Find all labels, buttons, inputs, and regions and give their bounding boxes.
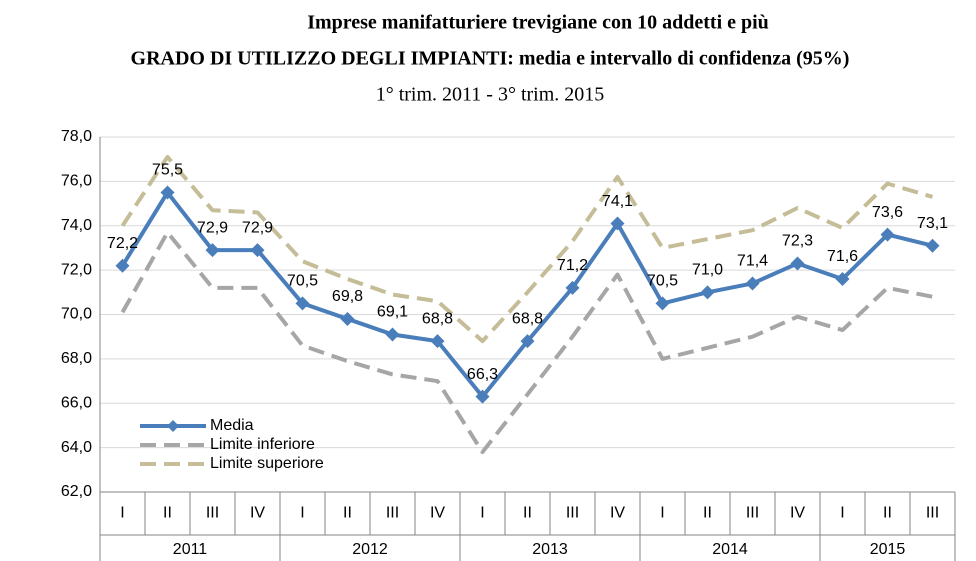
point	[880, 227, 895, 242]
data-label: 72,9	[197, 219, 228, 236]
point	[835, 272, 850, 286]
year-label: 2014	[712, 541, 748, 558]
data-label: 68,8	[512, 310, 543, 327]
data-label: 69,8	[332, 288, 363, 305]
series-line	[120, 230, 933, 455]
x-tick-label: I	[120, 505, 124, 522]
point	[295, 296, 310, 311]
point	[430, 334, 445, 349]
point	[790, 256, 805, 271]
legend-label: Limite inferiore	[210, 436, 315, 453]
x-tick-label: I	[660, 505, 664, 522]
x-tick-label: III	[926, 505, 939, 522]
x-tick-label: II	[343, 505, 352, 522]
year-label: 2012	[352, 541, 388, 558]
point	[565, 280, 580, 295]
data-label: 74,1	[602, 193, 633, 210]
data-label: 73,6	[872, 204, 903, 221]
data-label: 75,5	[152, 162, 183, 179]
x-tick-label: I	[480, 505, 484, 522]
point	[700, 285, 715, 300]
y-tick-label: 78,0	[61, 128, 92, 145]
legend-label: Limite superiore	[210, 455, 324, 472]
point	[475, 389, 490, 404]
y-tick-label: 66,0	[61, 394, 92, 411]
point	[160, 185, 175, 200]
point	[925, 238, 940, 253]
chart-title: Imprese manifatturiere trevigiane con 10…	[307, 12, 769, 34]
x-tick-label: III	[206, 505, 219, 522]
x-tick-label: II	[883, 505, 892, 522]
x-tick-label: IV	[790, 505, 805, 522]
x-tick-label: II	[163, 505, 172, 522]
x-tick-label: III	[386, 505, 399, 522]
y-tick-label: 64,0	[61, 439, 92, 456]
x-tick-label: IV	[430, 505, 445, 522]
y-tick-label: 68,0	[61, 350, 92, 367]
data-label: 71,0	[692, 262, 723, 279]
data-label: 66,3	[467, 366, 498, 383]
chart-period: 1° trim. 2011 - 3° trim. 2015	[376, 84, 605, 106]
data-label: 68,8	[422, 310, 453, 327]
point	[655, 296, 670, 311]
point	[610, 216, 625, 231]
year-label: 2013	[532, 541, 568, 558]
x-tick-label: IV	[250, 505, 265, 522]
y-tick-label: 76,0	[61, 173, 92, 190]
data-label: 69,1	[377, 304, 408, 321]
data-label: 71,4	[737, 253, 768, 270]
y-tick-label: 70,0	[61, 306, 92, 323]
y-tick-label: 74,0	[61, 217, 92, 234]
point	[115, 258, 130, 273]
data-label: 71,2	[557, 257, 588, 274]
x-tick-label: IV	[610, 505, 625, 522]
point	[205, 243, 220, 258]
series-line	[120, 154, 934, 344]
data-label: 70,5	[287, 273, 318, 290]
x-tick-label: II	[523, 505, 532, 522]
y-tick-label: 62,0	[61, 483, 92, 500]
data-label: 72,9	[242, 219, 273, 236]
legend-label: Media	[210, 417, 254, 434]
x-tick-label: II	[703, 505, 712, 522]
point	[250, 243, 265, 258]
year-label: 2011	[173, 541, 208, 558]
point	[340, 311, 355, 326]
year-label: 2015	[870, 541, 906, 558]
x-tick-label: III	[746, 505, 759, 522]
data-label: 72,2	[107, 235, 138, 252]
data-label: 70,5	[647, 273, 678, 290]
point	[385, 327, 400, 342]
data-label: 72,3	[782, 233, 813, 250]
point	[745, 276, 760, 291]
x-tick-label: III	[566, 505, 579, 522]
point	[520, 334, 535, 349]
chart-subtitle: GRADO DI UTILIZZO DEGLI IMPIANTI: media …	[131, 48, 850, 70]
x-tick-label: I	[840, 505, 844, 522]
data-label: 71,6	[827, 248, 858, 265]
legend-marker	[167, 420, 179, 432]
x-tick-label: I	[300, 505, 304, 522]
y-tick-label: 72,0	[61, 261, 92, 278]
data-label: 73,1	[917, 215, 948, 232]
